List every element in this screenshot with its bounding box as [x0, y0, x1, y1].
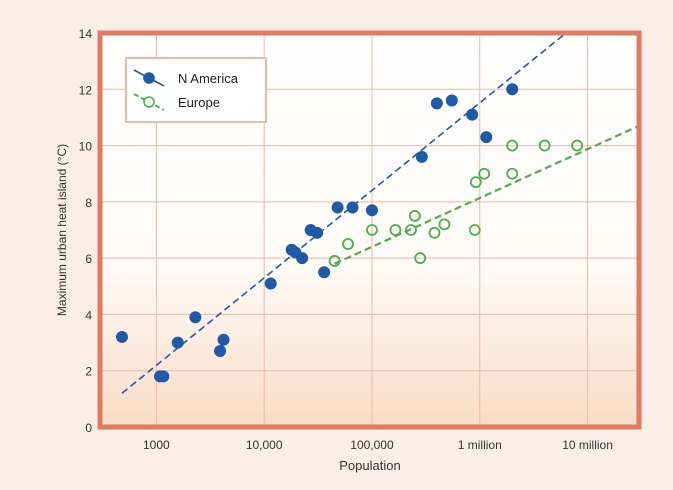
y-tick-label: 10 — [79, 140, 93, 154]
series-0-point — [466, 108, 479, 121]
series-1-point — [328, 255, 341, 267]
legend: N America Europe — [125, 57, 267, 123]
series-0-point — [331, 201, 344, 214]
series-1-point — [342, 238, 354, 250]
series-0-point — [430, 97, 443, 110]
series-0-point — [415, 150, 428, 163]
series-0-point — [318, 266, 331, 279]
series-1-point — [538, 139, 551, 152]
x-tick-label: 100,000 — [350, 438, 394, 452]
series-1-point — [468, 224, 481, 236]
y-tick-label: 0 — [85, 421, 92, 435]
series-0-point — [296, 252, 309, 265]
x-tick-label: 1 million — [458, 438, 502, 452]
series-0-point — [346, 201, 359, 214]
series-1-point — [571, 139, 584, 152]
series-1-point — [438, 218, 451, 231]
series-0-point — [189, 311, 202, 324]
series-1-point — [366, 224, 378, 236]
series-1-point — [469, 176, 482, 189]
series-0-point — [217, 333, 230, 346]
series-0-point — [171, 336, 184, 349]
series-0-point — [365, 204, 378, 217]
y-tick-label: 12 — [79, 83, 93, 97]
plot-frame — [97, 30, 642, 430]
legend-label-0: N America — [178, 71, 239, 86]
y-axis-label: Maximum urban heat island (°C) — [55, 144, 69, 316]
series-1-point — [408, 210, 421, 222]
series-1-point — [478, 167, 491, 180]
series-0-point — [264, 277, 277, 290]
legend-marker-0 — [143, 72, 155, 84]
series-1-point — [414, 252, 427, 265]
legend-marker-1 — [143, 96, 155, 108]
series-1-fit-line — [334, 124, 640, 265]
series-0-point — [157, 370, 170, 383]
y-tick-label: 8 — [85, 196, 92, 210]
series-0-point — [311, 226, 324, 239]
series-0-point — [506, 83, 519, 96]
x-tick-label: 10 million — [562, 438, 613, 452]
x-axis-label: Population — [339, 458, 400, 473]
y-tick-label: 4 — [85, 308, 92, 322]
series-1-point — [428, 226, 441, 239]
series-0-point — [445, 94, 458, 107]
x-tick-label: 10,000 — [246, 438, 283, 452]
y-tick-label: 2 — [85, 365, 92, 379]
series-0-fit-line — [121, 32, 567, 394]
series-1-point — [506, 139, 519, 152]
x-tick-label: 1000 — [143, 438, 170, 452]
series-0-point — [116, 330, 129, 343]
y-tick-label: 14 — [79, 27, 93, 41]
legend-box — [125, 57, 267, 123]
series-0-point — [480, 131, 493, 144]
series-1-point — [405, 224, 417, 236]
series-1-point — [506, 167, 519, 180]
series-0-point — [214, 345, 227, 358]
series-1-point — [389, 224, 402, 236]
legend-label-1: Europe — [178, 95, 220, 110]
y-tick-label: 6 — [85, 252, 92, 266]
